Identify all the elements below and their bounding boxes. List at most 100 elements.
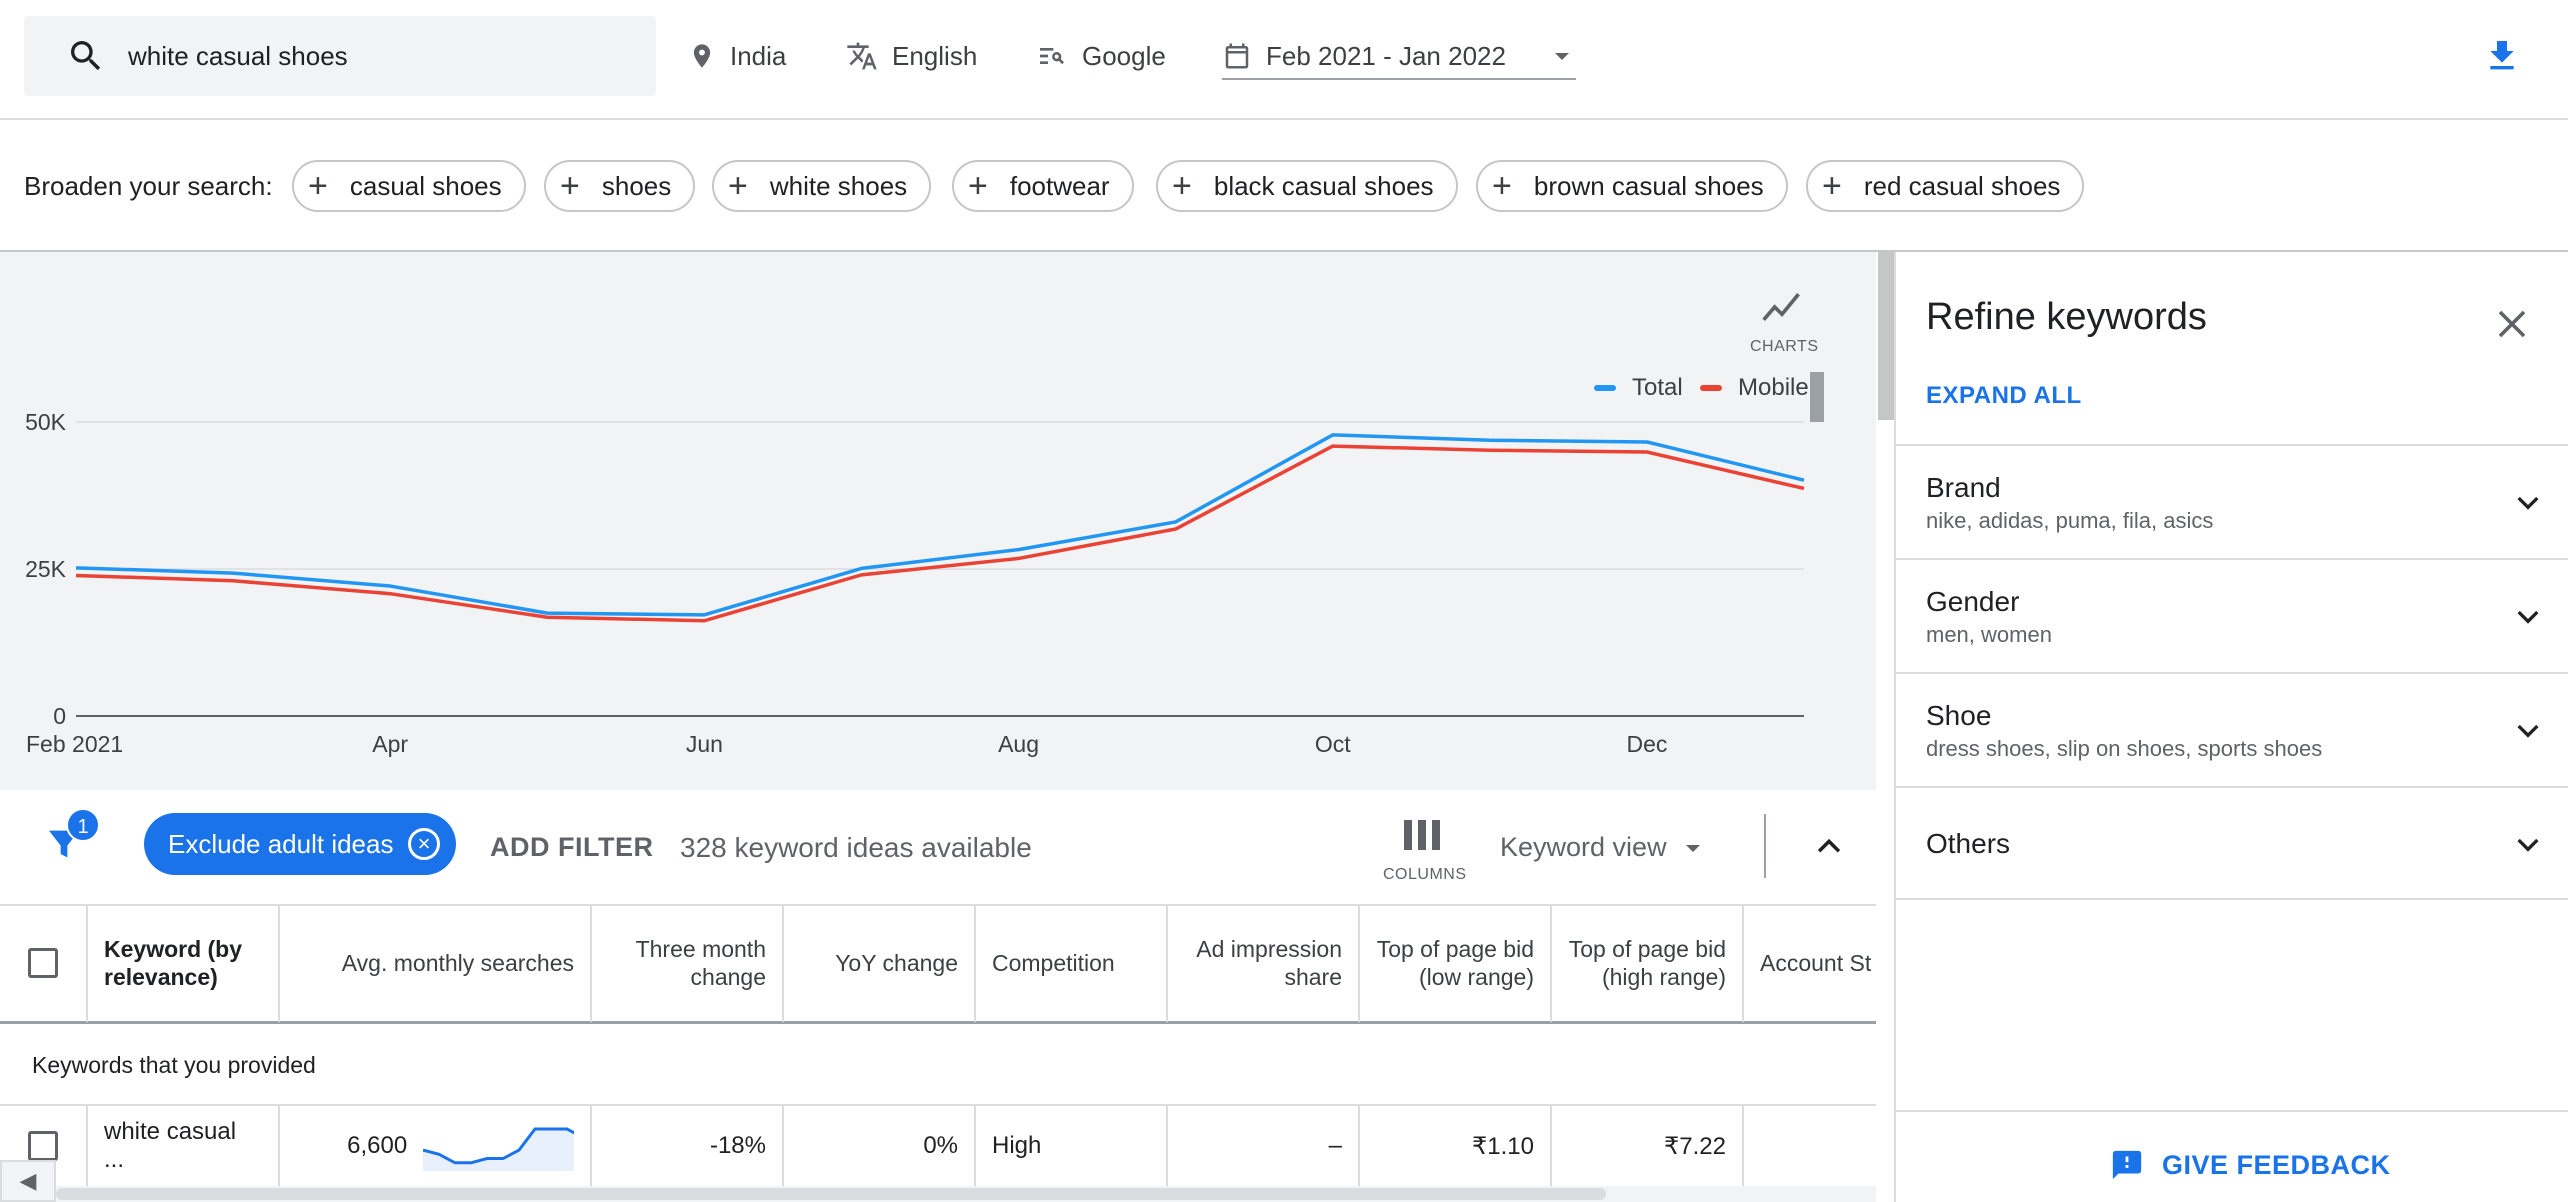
select-all-checkbox[interactable] — [28, 948, 58, 978]
vertical-scrollbar[interactable] — [1878, 252, 1894, 420]
refine-group-brand[interactable] — [1894, 444, 2568, 558]
header-three-month[interactable]: Three month change — [592, 904, 784, 1022]
broaden-chip[interactable]: + casual shoes — [292, 160, 526, 212]
y-tick-label: 50K — [25, 409, 67, 435]
sparkline-line — [423, 1127, 574, 1165]
toolbar-divider — [1764, 814, 1766, 878]
cell-bid-high: ₹7.22 — [1552, 1106, 1744, 1186]
columns-icon[interactable] — [1404, 820, 1440, 850]
legend-mobile[interactable]: Mobile — [1700, 374, 1809, 402]
keyword-view-dropdown[interactable]: Keyword view — [1500, 832, 1705, 863]
broaden-chip[interactable]: + red casual shoes — [1806, 160, 2085, 212]
refine-group-name: Others — [1926, 828, 2011, 859]
dropdown-arrow-icon — [1554, 53, 1569, 60]
refine-group-values: nike, adidas, puma, fila, asics — [1926, 508, 2214, 533]
chip-label: black casual shoes — [1213, 170, 1434, 201]
avg-monthly-value: 6,600 — [347, 1132, 408, 1159]
refine-group-shoe[interactable] — [1894, 672, 2568, 786]
plus-icon: + — [1492, 167, 1512, 205]
collapse-chevron-icon[interactable] — [1812, 830, 1846, 864]
table-header — [0, 904, 1876, 1024]
remove-filter-icon[interactable]: × — [408, 828, 440, 860]
horizontal-scrollbar[interactable] — [0, 1186, 1876, 1202]
give-feedback-button[interactable]: GIVE FEEDBACK — [2110, 1148, 2391, 1182]
refine-group-name: Shoe — [1926, 700, 1992, 731]
cell-account-status — [1744, 1106, 1876, 1186]
broaden-chip[interactable]: + black casual shoes — [1156, 160, 1458, 212]
chevron-down-icon[interactable] — [2512, 486, 2544, 518]
keyword-view-label: Keyword view — [1500, 832, 1667, 862]
translate-icon — [847, 42, 877, 70]
close-icon[interactable] — [2494, 306, 2530, 342]
chip-label: red casual shoes — [1863, 170, 2061, 201]
chevron-down-icon[interactable] — [2512, 600, 2544, 632]
legend-swatch — [1594, 385, 1616, 391]
refine-keywords-panel — [1894, 252, 2568, 1202]
refine-group-values: dress shoes, slip on shoes, sports shoes — [1926, 736, 2323, 761]
scroll-thumb[interactable] — [56, 1188, 1606, 1200]
legend-total[interactable]: Total — [1594, 374, 1683, 402]
plus-icon: + — [560, 167, 580, 205]
x-tick-label: Oct — [1315, 731, 1351, 757]
refine-group-values: men, women — [1926, 622, 2052, 647]
legend-label: Total — [1632, 374, 1683, 401]
legend-swatch — [1700, 385, 1722, 391]
header-bid-low[interactable]: Top of page bid (low range) — [1360, 904, 1552, 1022]
header-yoy[interactable]: YoY change — [784, 904, 976, 1022]
search-network-icon — [1040, 48, 1064, 65]
x-tick-label: Apr — [372, 731, 408, 757]
broaden-search-bar — [0, 120, 2568, 252]
header-avg-monthly[interactable]: Avg. monthly searches — [280, 904, 592, 1022]
y-tick-label: 0 — [53, 703, 66, 729]
broaden-chip[interactable]: + white shoes — [712, 160, 932, 212]
download-icon[interactable] — [2482, 34, 2522, 78]
search-input[interactable]: white casual shoes — [128, 41, 348, 71]
feedback-divider — [1894, 1110, 2568, 1112]
legend-scroll-thumb[interactable] — [1810, 372, 1824, 422]
refine-title: Refine keywords — [1926, 296, 2207, 338]
plus-icon: + — [968, 167, 988, 205]
header-ad-share[interactable]: Ad impression share — [1168, 904, 1360, 1022]
expand-all-button[interactable]: EXPAND ALL — [1926, 382, 2082, 409]
scroll-left-icon[interactable]: ◀ — [0, 1160, 56, 1202]
sparkline-area — [423, 1129, 574, 1171]
chip-label: shoes — [601, 170, 672, 201]
cell-keyword[interactable]: white casual ... — [88, 1106, 280, 1186]
plus-icon: + — [308, 167, 328, 205]
row-checkbox[interactable] — [28, 1131, 58, 1161]
charts-label: CHARTS — [1750, 338, 1819, 355]
calendar-icon — [1225, 43, 1249, 69]
exclude-adult-chip[interactable]: Exclude adult ideas × — [144, 813, 456, 875]
broaden-chip[interactable]: + shoes — [544, 160, 696, 212]
broaden-chip[interactable]: + footwear — [952, 160, 1134, 212]
chart-toggle-icon[interactable] — [1760, 288, 1804, 326]
header-account-status[interactable]: Account St — [1760, 950, 1872, 976]
plus-icon: + — [728, 167, 748, 205]
network-selector[interactable]: Google — [1036, 28, 1166, 84]
language-selector[interactable]: English — [846, 28, 977, 84]
chevron-down-icon[interactable] — [2512, 714, 2544, 746]
chevron-down-icon[interactable] — [2512, 828, 2544, 860]
columns-label: COLUMNS — [1383, 866, 1467, 883]
chip-label: white shoes — [769, 170, 908, 201]
date-range-selector[interactable]: Feb 2021 - Jan 2022 — [1222, 28, 1574, 84]
series-line-total — [75, 433, 1805, 617]
add-filter-button[interactable]: ADD FILTER — [490, 832, 654, 862]
feedback-icon — [2112, 1150, 2142, 1180]
section-provided-keywords: Keywords that you provided — [0, 1024, 1876, 1106]
search-box[interactable]: white casual shoes — [24, 16, 656, 96]
refine-group-gender[interactable] — [1894, 558, 2568, 672]
header-bid-high[interactable]: Top of page bid (high range) — [1552, 904, 1744, 1022]
x-tick-label: Feb 2021 — [26, 731, 123, 757]
location-selector[interactable]: India — [688, 28, 786, 84]
location-label: India — [730, 40, 787, 71]
x-tick-label: Dec — [1626, 731, 1667, 757]
refine-group-name: Gender — [1926, 586, 2020, 617]
broaden-chip[interactable]: + brown casual shoes — [1476, 160, 1788, 212]
header-keyword[interactable]: Keyword (by relevance) — [88, 904, 280, 1022]
header-competition[interactable]: Competition — [976, 904, 1168, 1022]
keyword-count: 328 keyword ideas available — [680, 832, 1032, 863]
chip-label: footwear — [1009, 170, 1110, 201]
refine-group-others[interactable] — [1894, 786, 2568, 900]
x-tick-label: Aug — [998, 731, 1039, 757]
